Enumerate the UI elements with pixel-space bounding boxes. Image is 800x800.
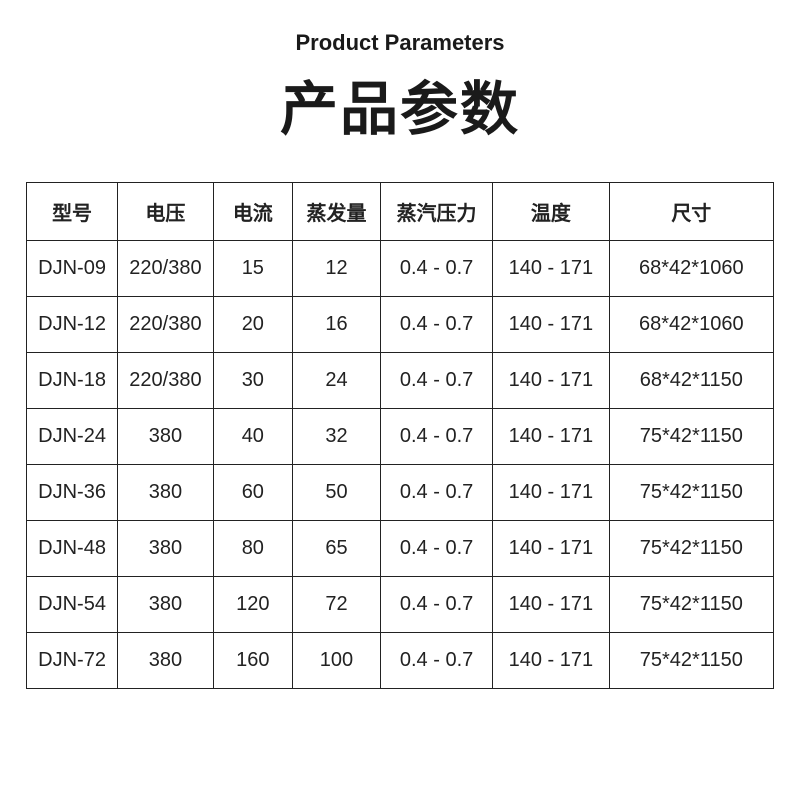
cell-temperature: 140 - 171 [493,521,610,577]
cell-voltage: 380 [118,409,214,465]
title-cn: 产品参数 [26,62,774,146]
cell-temperature: 140 - 171 [493,353,610,409]
cell-voltage: 380 [118,521,214,577]
col-header-pressure: 蒸汽压力 [381,183,493,241]
cell-current: 120 [213,577,292,633]
cell-pressure: 0.4 - 0.7 [381,633,493,689]
table-row: DJN-12 220/380 20 16 0.4 - 0.7 140 - 171… [27,297,774,353]
table-row: DJN-18 220/380 30 24 0.4 - 0.7 140 - 171… [27,353,774,409]
cell-model: DJN-12 [27,297,118,353]
cell-evaporation: 72 [292,577,380,633]
col-header-voltage: 电压 [118,183,214,241]
table-body: DJN-09 220/380 15 12 0.4 - 0.7 140 - 171… [27,241,774,689]
cell-current: 60 [213,465,292,521]
cell-temperature: 140 - 171 [493,297,610,353]
cell-current: 80 [213,521,292,577]
cell-current: 30 [213,353,292,409]
table-row: DJN-54 380 120 72 0.4 - 0.7 140 - 171 75… [27,577,774,633]
cell-model: DJN-18 [27,353,118,409]
cell-pressure: 0.4 - 0.7 [381,577,493,633]
cell-model: DJN-09 [27,241,118,297]
page-root: Product Parameters 产品参数 型号 电压 电流 蒸发量 蒸汽压… [0,0,800,689]
table-header-row: 型号 电压 电流 蒸发量 蒸汽压力 温度 尺寸 [27,183,774,241]
cell-model: DJN-36 [27,465,118,521]
cell-model: DJN-48 [27,521,118,577]
cell-model: DJN-72 [27,633,118,689]
cell-temperature: 140 - 171 [493,577,610,633]
cell-temperature: 140 - 171 [493,465,610,521]
cell-pressure: 0.4 - 0.7 [381,241,493,297]
cell-evaporation: 32 [292,409,380,465]
cell-pressure: 0.4 - 0.7 [381,353,493,409]
cell-pressure: 0.4 - 0.7 [381,521,493,577]
cell-current: 160 [213,633,292,689]
cell-dimensions: 75*42*1150 [609,521,773,577]
col-header-evaporation: 蒸发量 [292,183,380,241]
cell-dimensions: 75*42*1150 [609,409,773,465]
cell-voltage: 220/380 [118,353,214,409]
cell-current: 20 [213,297,292,353]
col-header-current: 电流 [213,183,292,241]
cell-dimensions: 75*42*1150 [609,465,773,521]
cell-dimensions: 75*42*1150 [609,577,773,633]
table-row: DJN-72 380 160 100 0.4 - 0.7 140 - 171 7… [27,633,774,689]
col-header-model: 型号 [27,183,118,241]
cell-model: DJN-24 [27,409,118,465]
cell-temperature: 140 - 171 [493,241,610,297]
cell-evaporation: 100 [292,633,380,689]
cell-voltage: 380 [118,465,214,521]
cell-temperature: 140 - 171 [493,633,610,689]
table-row: DJN-36 380 60 50 0.4 - 0.7 140 - 171 75*… [27,465,774,521]
cell-voltage: 220/380 [118,241,214,297]
col-header-dimensions: 尺寸 [609,183,773,241]
cell-dimensions: 68*42*1060 [609,297,773,353]
cell-current: 15 [213,241,292,297]
cell-voltage: 380 [118,577,214,633]
cell-evaporation: 65 [292,521,380,577]
cell-current: 40 [213,409,292,465]
cell-voltage: 220/380 [118,297,214,353]
cell-voltage: 380 [118,633,214,689]
cell-dimensions: 68*42*1060 [609,241,773,297]
cell-model: DJN-54 [27,577,118,633]
cell-dimensions: 68*42*1150 [609,353,773,409]
cell-temperature: 140 - 171 [493,409,610,465]
cell-pressure: 0.4 - 0.7 [381,297,493,353]
cell-evaporation: 16 [292,297,380,353]
table-row: DJN-24 380 40 32 0.4 - 0.7 140 - 171 75*… [27,409,774,465]
table-row: DJN-09 220/380 15 12 0.4 - 0.7 140 - 171… [27,241,774,297]
col-header-temperature: 温度 [493,183,610,241]
subtitle-en: Product Parameters [26,30,774,56]
table-row: DJN-48 380 80 65 0.4 - 0.7 140 - 171 75*… [27,521,774,577]
cell-evaporation: 50 [292,465,380,521]
cell-evaporation: 24 [292,353,380,409]
cell-evaporation: 12 [292,241,380,297]
cell-pressure: 0.4 - 0.7 [381,409,493,465]
cell-dimensions: 75*42*1150 [609,633,773,689]
cell-pressure: 0.4 - 0.7 [381,465,493,521]
parameters-table: 型号 电压 电流 蒸发量 蒸汽压力 温度 尺寸 DJN-09 220/380 1… [26,182,774,689]
